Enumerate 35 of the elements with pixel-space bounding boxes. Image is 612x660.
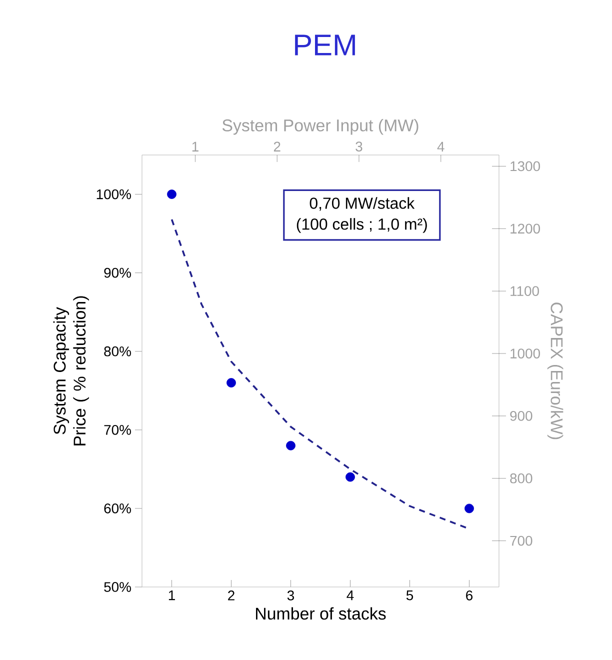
y2-tick-label: 1100	[510, 286, 539, 296]
y-tick-label: 70%	[104, 424, 131, 435]
x-tick-label: 6	[466, 590, 473, 600]
point	[167, 190, 176, 199]
x2-tick-label: 1	[192, 142, 198, 152]
annotation: (100 cells ; 1,0 m²)	[296, 218, 427, 233]
annotation: 0,70 MW/stack	[310, 197, 415, 211]
y2-tick-label: 1300	[510, 161, 540, 172]
x-tick-label: 2	[228, 590, 234, 600]
y2-tick-label: 800	[510, 473, 532, 484]
x2-tick-label: 3	[356, 142, 362, 152]
x-tick-label: 4	[346, 590, 354, 600]
point	[346, 472, 355, 482]
y2-tick-label: 1000	[510, 348, 540, 358]
y-tick-label: 60%	[104, 504, 131, 514]
point	[286, 440, 296, 450]
x-tick-label: 3	[287, 590, 294, 600]
x-axis-title: Number of stacks	[256, 607, 386, 620]
y2-tick-label: 900	[510, 410, 532, 421]
x2-axis-title: System Power Input (MW)	[222, 118, 418, 135]
y2-tick-label: 1200	[510, 224, 540, 234]
x2-tick-label: 4	[437, 142, 444, 152]
point	[464, 504, 474, 514]
x2-tick-label: 2	[274, 142, 280, 152]
y-tick-label: 50%	[104, 582, 131, 592]
y2-tick-label: 700	[510, 536, 532, 546]
chart-title: PEM	[295, 34, 355, 56]
y-axis-title: System Capacity Price ( % reduction)	[53, 296, 89, 446]
y2-axis-title: CAPEX (Euro/kW)	[547, 302, 564, 440]
y-tick-label: 80%	[104, 346, 131, 356]
x-tick-label: 5	[406, 590, 414, 600]
y-tick-label: 90%	[104, 268, 131, 278]
point	[226, 378, 236, 388]
x-tick-label: 1	[168, 590, 175, 600]
y-tick-label: 100%	[96, 189, 131, 200]
